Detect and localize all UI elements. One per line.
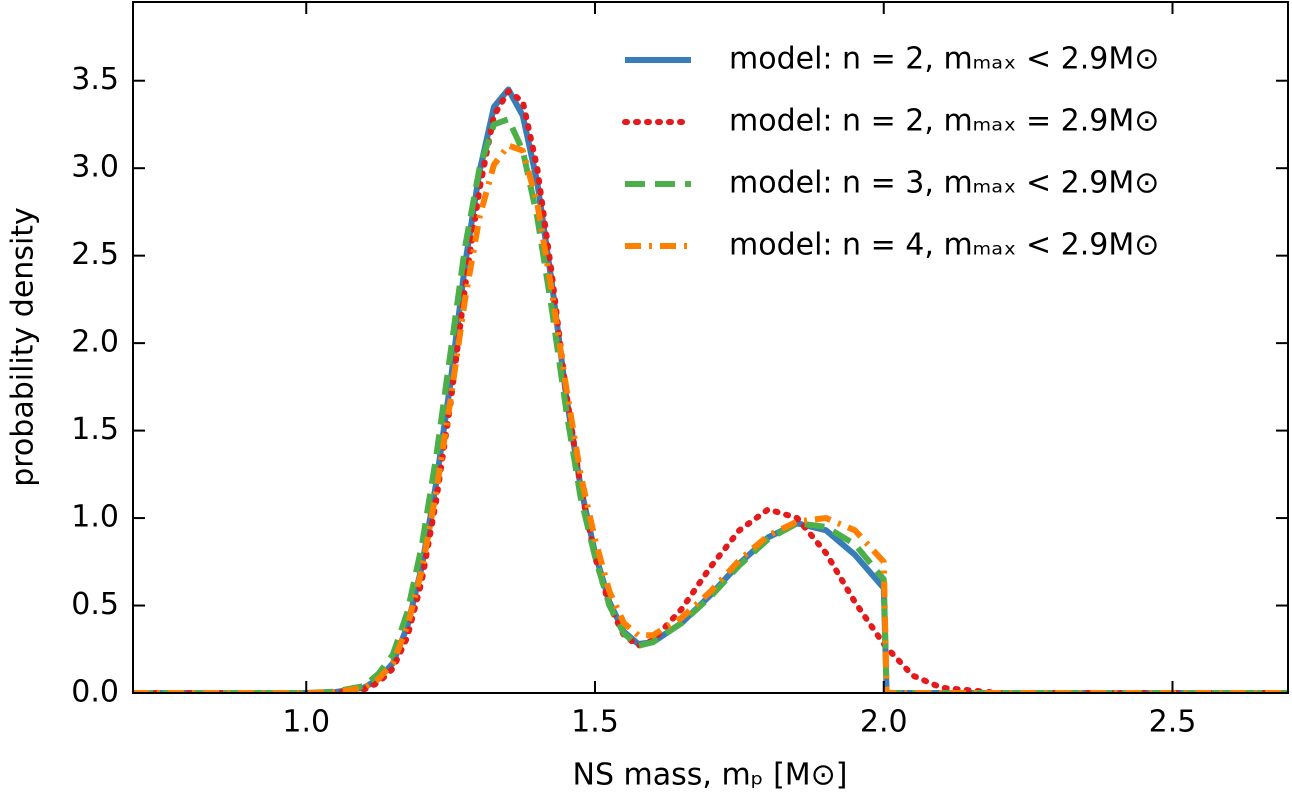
legend: model: n = 2, mₘₐₓ < 2.9M⊙ model: n = 2, … <box>622 42 1159 263</box>
legend-label: model: n = 2, mₘₐₓ = 2.9M⊙ <box>729 104 1159 139</box>
legend-label: model: n = 2, mₘₐₓ < 2.9M⊙ <box>729 42 1159 77</box>
y-tick-label: 3.0 <box>71 150 119 185</box>
legend-label: model: n = 3, mₘₐₓ < 2.9M⊙ <box>729 166 1159 201</box>
y-tick-label: 1.0 <box>71 500 119 535</box>
x-tick-label: 1.5 <box>571 705 619 740</box>
y-tick-label: 0.5 <box>71 587 119 622</box>
y-tick-label: 3.5 <box>71 62 119 97</box>
y-tick-label: 0.0 <box>71 675 119 710</box>
y-tick-label: 2.0 <box>71 325 119 360</box>
y-axis-label: probability density <box>6 207 41 487</box>
plot-lines <box>133 86 1288 693</box>
x-axis-label: NS mass, mₚ [M⊙] <box>573 758 848 793</box>
x-tick-label: 1.0 <box>282 705 330 740</box>
y-tick-label: 1.5 <box>71 412 119 447</box>
y-tick-label: 2.5 <box>71 237 119 272</box>
plot-frame <box>132 1 1289 694</box>
data-line <box>133 116 1288 693</box>
x-tick-label: 2.5 <box>1149 705 1197 740</box>
x-tick-label: 2.0 <box>860 705 908 740</box>
data-line <box>133 142 1288 693</box>
legend-label: model: n = 4, mₘₐₓ < 2.9M⊙ <box>729 228 1159 263</box>
